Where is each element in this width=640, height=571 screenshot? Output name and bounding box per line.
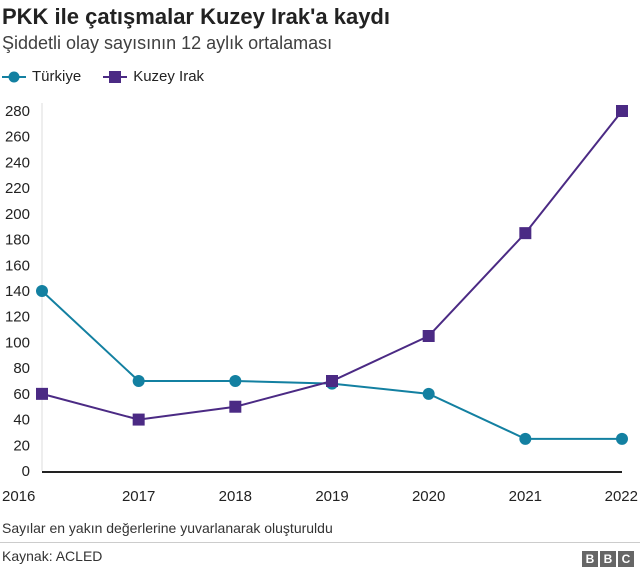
- data-point: [422, 330, 435, 342]
- y-tick-label: 240: [5, 154, 30, 171]
- data-point: [229, 400, 242, 413]
- chart-title: PKK ile çatışmalar Kuzey Irak'a kaydı: [2, 4, 390, 29]
- y-tick-label: 0: [22, 463, 30, 480]
- x-tick-label: 2018: [219, 488, 252, 505]
- data-point: [132, 413, 145, 426]
- x-tick-label: 2020: [412, 488, 445, 505]
- x-tick-label: 2016: [2, 488, 35, 505]
- legend-item-kuzey-irak: Kuzey Irak: [103, 68, 204, 85]
- legend: Türkiye Kuzey Irak: [2, 68, 204, 85]
- y-tick-label: 120: [5, 309, 30, 326]
- x-tick-label: 2021: [509, 488, 542, 505]
- chart-subtitle: Şiddetli olay sayısının 12 aylık ortalam…: [2, 33, 333, 53]
- data-point: [326, 375, 338, 387]
- y-tick-label: 280: [5, 103, 30, 120]
- footnote: Sayılar en yakın değerlerine yuvarlanara…: [2, 520, 333, 536]
- data-point: [616, 105, 628, 117]
- y-tick-label: 220: [5, 180, 30, 197]
- data-point: [422, 387, 435, 400]
- y-tick-label: 200: [5, 206, 30, 223]
- legend-label: Türkiye: [32, 68, 82, 85]
- y-tick-label: 40: [13, 412, 30, 429]
- square-marker-icon: [103, 70, 128, 83]
- data-point: [36, 387, 48, 400]
- circle-marker-icon: [2, 71, 26, 82]
- y-tick-label: 160: [5, 257, 30, 274]
- y-tick-label: 260: [5, 129, 30, 146]
- legend-item-turkiye: Türkiye: [2, 68, 81, 85]
- legend-label: Kuzey Irak: [133, 68, 205, 85]
- y-tick-label: 20: [13, 437, 30, 454]
- x-tick-label: 2022: [605, 488, 638, 505]
- data-point: [229, 375, 242, 387]
- data-point: [519, 227, 532, 240]
- x-tick-label: 2019: [315, 488, 348, 505]
- line-chart: 0 20 40 60 80 100 120 140 160 180 200 220 240 260 280 2…: [2, 103, 638, 505]
- y-tick-label: 100: [5, 334, 30, 351]
- x-tick-label: 2017: [122, 488, 155, 505]
- data-point: [519, 432, 532, 445]
- y-tick-label: 60: [13, 386, 30, 403]
- divider: [0, 542, 640, 543]
- y-tick-label: 180: [5, 232, 30, 249]
- source: Kaynak: ACLED: [2, 548, 103, 564]
- y-tick-label: 80: [13, 360, 30, 377]
- data-point: [132, 375, 145, 387]
- data-point: [36, 285, 48, 297]
- y-tick-label: 140: [5, 283, 30, 300]
- data-point: [616, 432, 628, 445]
